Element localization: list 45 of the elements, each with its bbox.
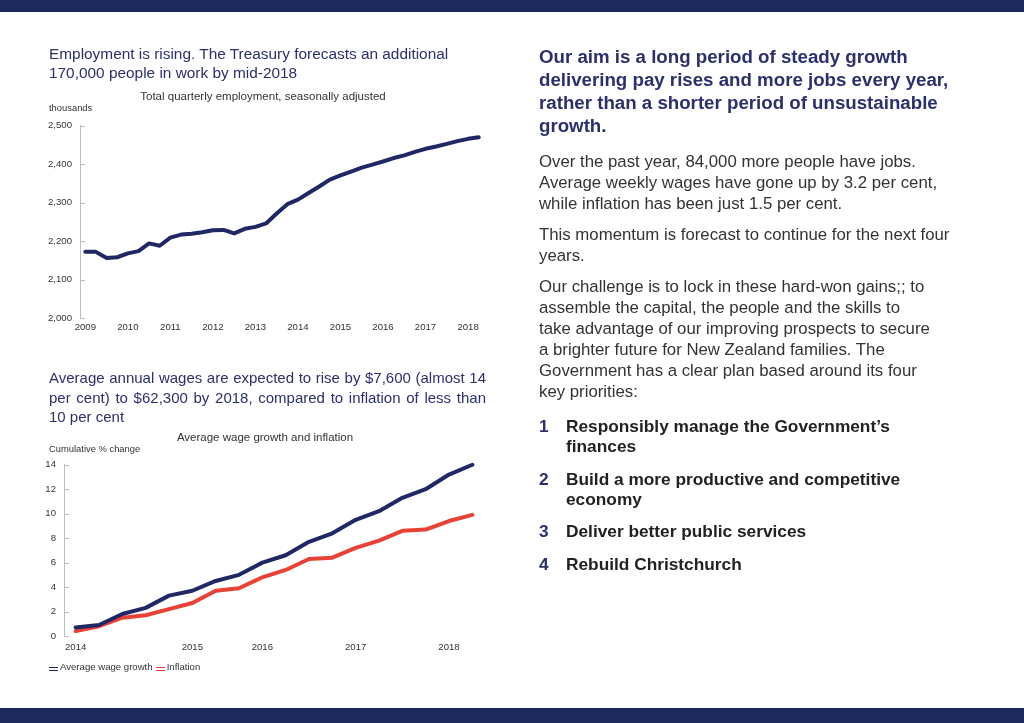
- x-tick-label: 2010: [117, 321, 139, 333]
- y-axis-title: Cumulative % change: [49, 443, 141, 455]
- y-tick-label: 2,000: [47, 311, 72, 323]
- text: This momentum is forecast to continue for the next four years.: [539, 223, 951, 266]
- x-tick-label: 2016: [372, 321, 394, 333]
- text: 3 Deliver better public services: [539, 521, 808, 541]
- y-tick-label: 4: [50, 580, 57, 592]
- y-axis-title: thousands: [49, 102, 93, 114]
- chart-title: Employment is rising. The Treasury forecasts an additional 170,000 people in work by mid-2018: [49, 44, 450, 82]
- x-tick-label: 2014: [64, 641, 87, 653]
- chart-subtitle: Average wage growth and inflation: [175, 430, 355, 444]
- y-tick-label: 12: [45, 482, 56, 494]
- text: Our aim is a long period of steady growth delivering pay rises and more jobs every year, rather than a shorter period of unsustainable growth.: [539, 44, 950, 137]
- text: 1 Responsibly manage the Government’s finances: [539, 416, 891, 456]
- x-tick-label: 2013: [244, 321, 267, 333]
- y-tick-label: 10: [45, 507, 56, 519]
- x-tick-label: 2017: [414, 321, 437, 333]
- chart-subtitle: Total quarterly employment, seasonally adjusted: [139, 89, 387, 103]
- legend-label: Inflation: [166, 660, 201, 674]
- x-tick-label: 2015: [329, 321, 352, 333]
- y-tick-label: 2,400: [47, 157, 72, 169]
- x-tick-label: 2015: [181, 641, 204, 653]
- y-tick-label: 2,500: [47, 119, 72, 131]
- chart-title: Average annual wages are expected to rise by $7,600 (almost 14 per cent) to $62,300 by 2018, compared to inflation of less than 10 per cent: [49, 368, 486, 427]
- text: 4 Rebuild Christchurch: [539, 553, 743, 574]
- x-tick-label: 2014: [287, 321, 310, 333]
- x-tick-label: 2009: [74, 321, 96, 333]
- y-tick-label: 14: [45, 458, 57, 470]
- text: Over the past year, 84,000 more people have jobs. Average weekly wages have gone up by 3.2 per cent, while inflation has been just 1.5 per cent.: [539, 150, 939, 214]
- x-tick-label: 2018: [438, 641, 460, 653]
- y-tick-label: 0: [50, 629, 56, 641]
- y-tick-label: 2,200: [47, 234, 72, 246]
- legend-label: Average wage growth: [60, 660, 153, 674]
- text: 2 Build a more productive and competitive economy: [539, 468, 902, 509]
- y-tick-label: 6: [50, 556, 56, 568]
- x-tick-label: 2012: [202, 321, 224, 333]
- x-tick-label: 2017: [344, 641, 367, 653]
- x-tick-label: 2018: [457, 321, 479, 333]
- text: Our challenge is to lock in these hard-won gains;; to assemble the capital, the people and the skills to take advantage of our improving prospects to secure a brighter future for New Zealand families. The Government has a clear plan based around its four key priorities:: [539, 275, 931, 402]
- x-tick-label: 2011: [160, 321, 181, 333]
- y-tick-label: 8: [50, 531, 56, 543]
- y-tick-label: 2,300: [47, 196, 72, 208]
- y-tick-label: 2,100: [47, 273, 72, 285]
- x-tick-label: 2016: [251, 641, 274, 653]
- y-tick-label: 2: [50, 605, 56, 617]
